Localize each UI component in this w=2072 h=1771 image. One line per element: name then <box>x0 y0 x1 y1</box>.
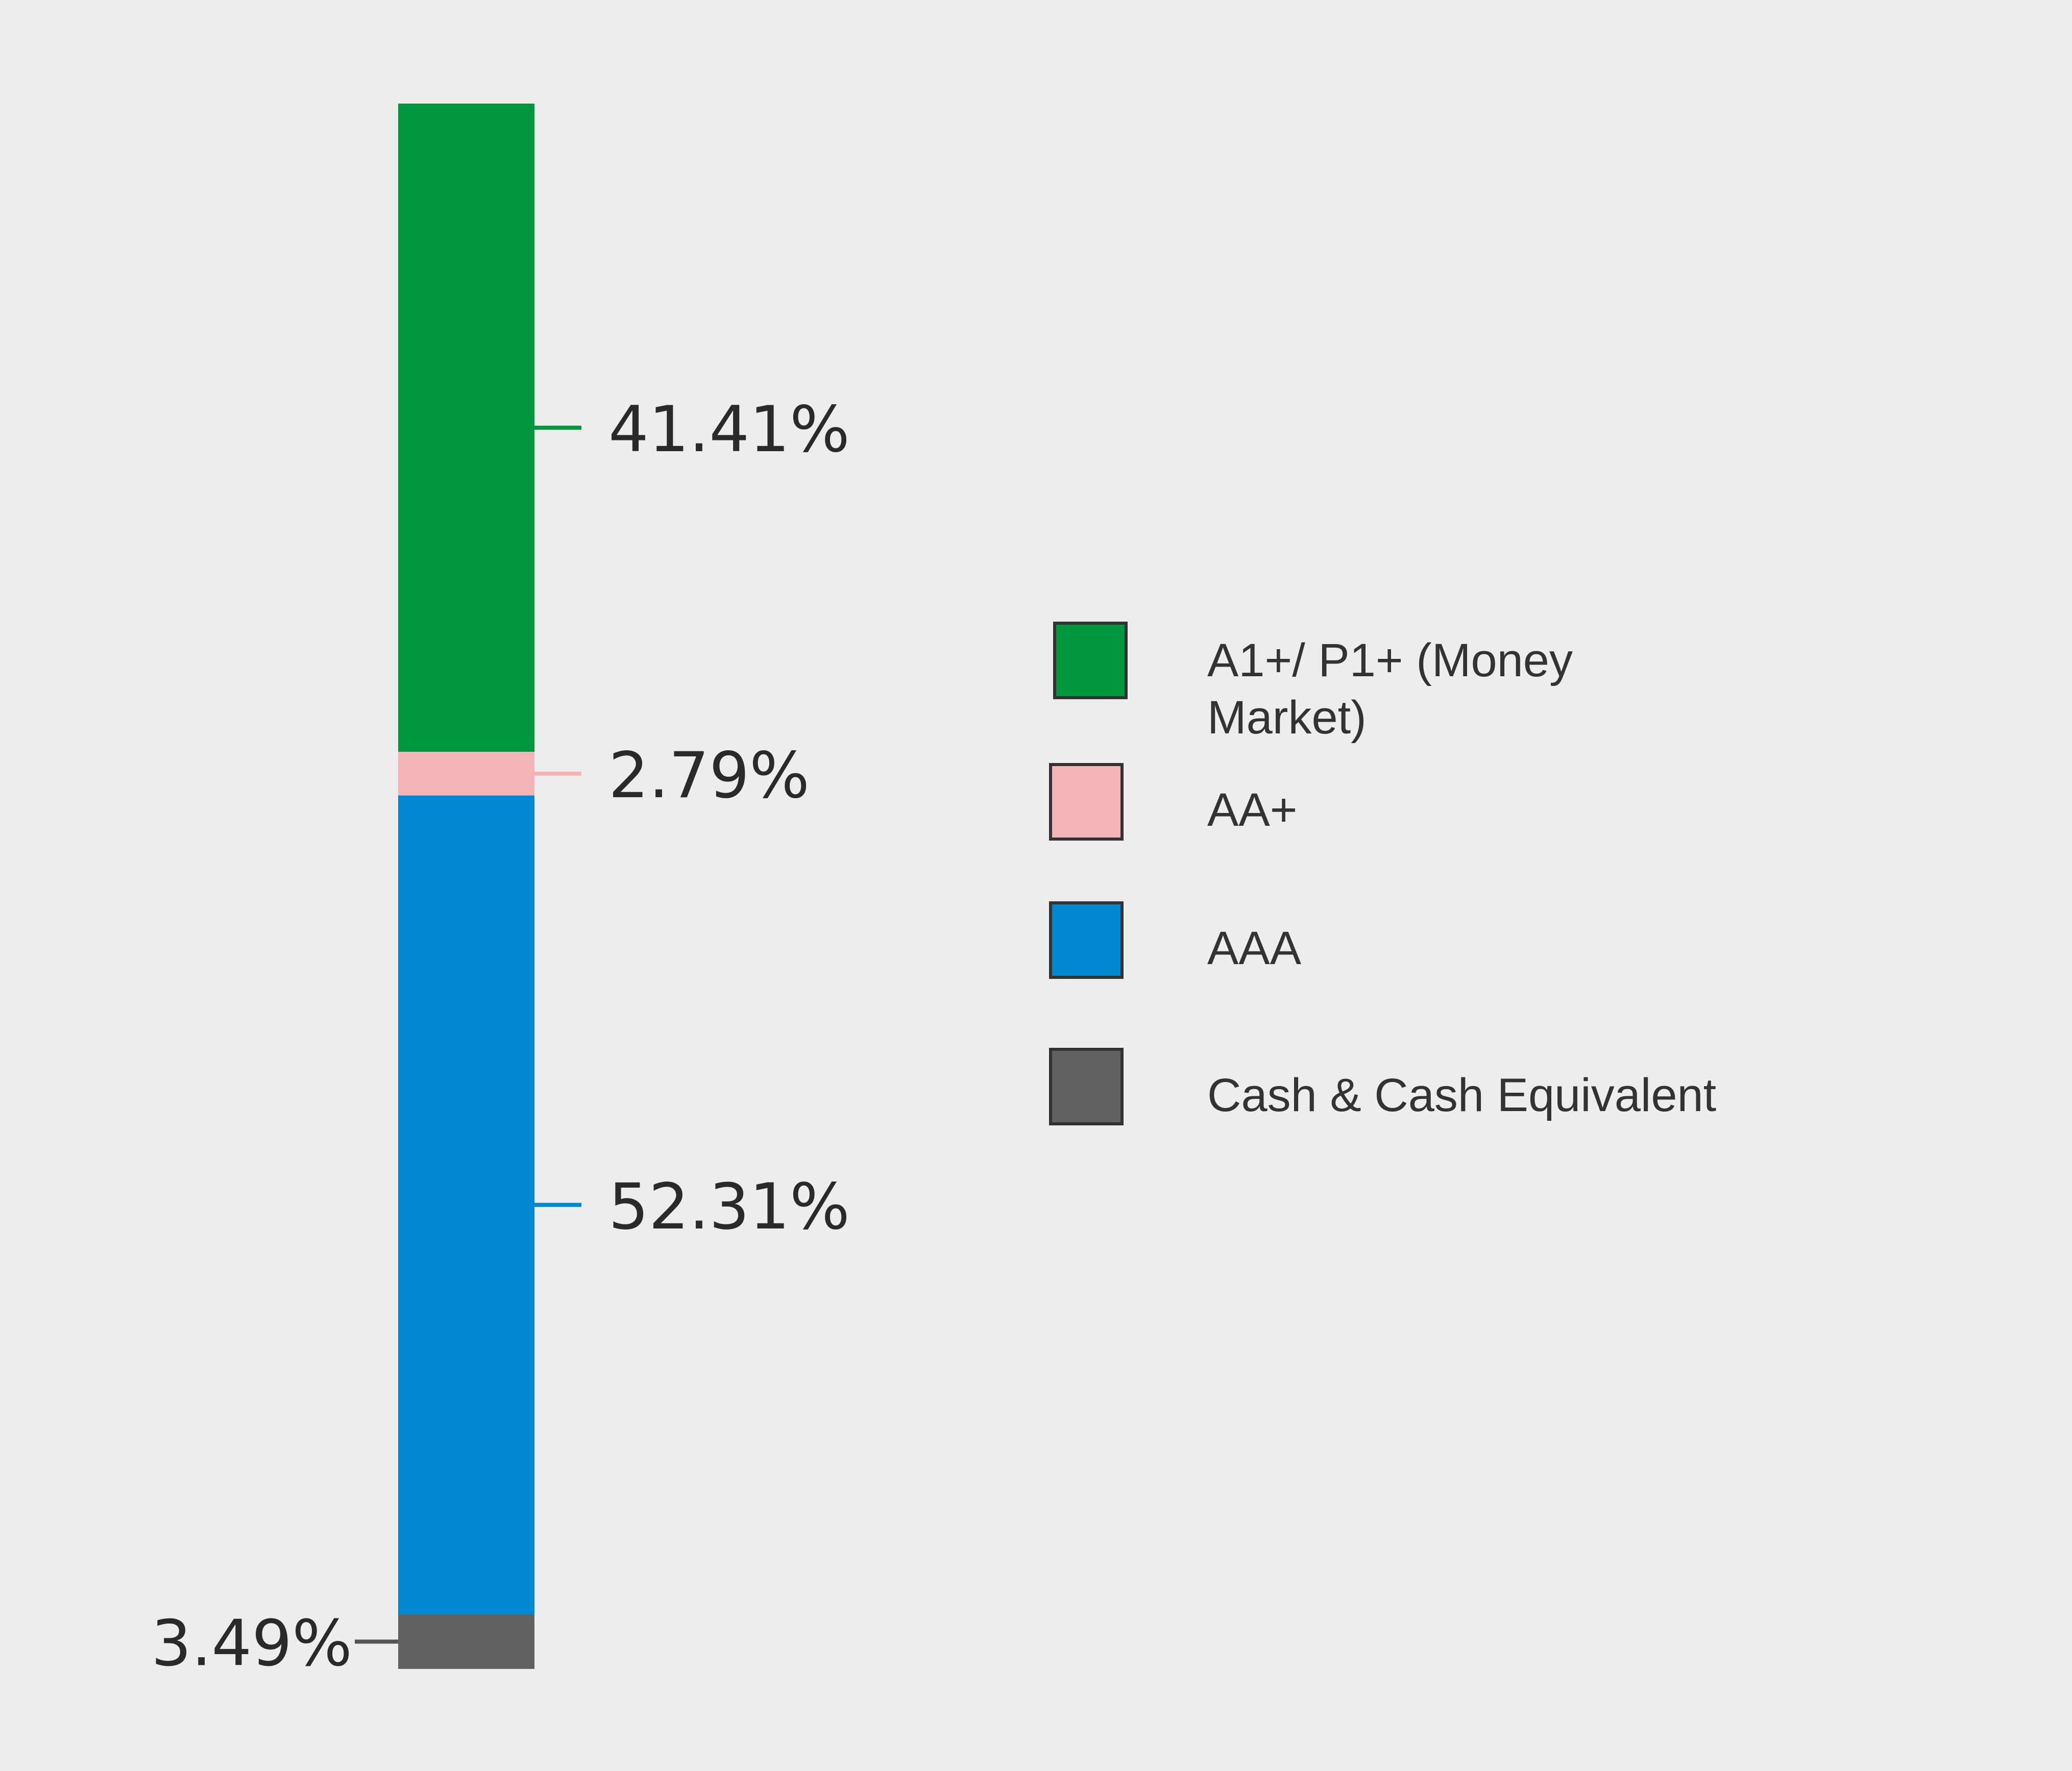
legend-swatch-money-market <box>1053 622 1128 699</box>
bar-segment-cash-cash-equivalent <box>398 1614 534 1669</box>
data-label-cash-cash-equivalent: 3.49% <box>151 1607 352 1680</box>
legend-label-money-market: A1+/ P1+ (Money Market) <box>1207 634 1573 744</box>
bar-segment-aa <box>398 752 534 796</box>
bar-group <box>398 104 534 1669</box>
legend-item-aaa: AAA <box>1049 901 2019 983</box>
leader-lines <box>355 426 581 1644</box>
legend-swatch-aa-plus <box>1049 763 1124 841</box>
legend-label-aa-plus: AA+ <box>1207 784 1298 836</box>
legend-item-money-market: A1+/ P1+ (Money Market) <box>1049 622 2019 744</box>
legend-item-aa-plus: AA+ <box>1049 763 2019 845</box>
legend-swatch-aaa <box>1049 901 1124 979</box>
legend-label-aaa: AAA <box>1207 922 1302 974</box>
data-labels: 41.41% 2.79% 52.31% 3.49% <box>151 393 850 1680</box>
bar-segment-aaa <box>398 795 534 1614</box>
legend-item-cash: Cash & Cash Equivalent <box>1049 1048 2019 1129</box>
data-label-aaa: 52.31% <box>608 1170 850 1244</box>
legend-label-cash: Cash & Cash Equivalent <box>1207 1069 1717 1121</box>
data-label-a1-p1-money-market: 41.41% <box>608 393 850 466</box>
data-label-aa: 2.79% <box>608 739 810 813</box>
bar-segment-a1-p1-money-market <box>398 104 534 752</box>
legend-swatch-cash <box>1049 1048 1124 1125</box>
